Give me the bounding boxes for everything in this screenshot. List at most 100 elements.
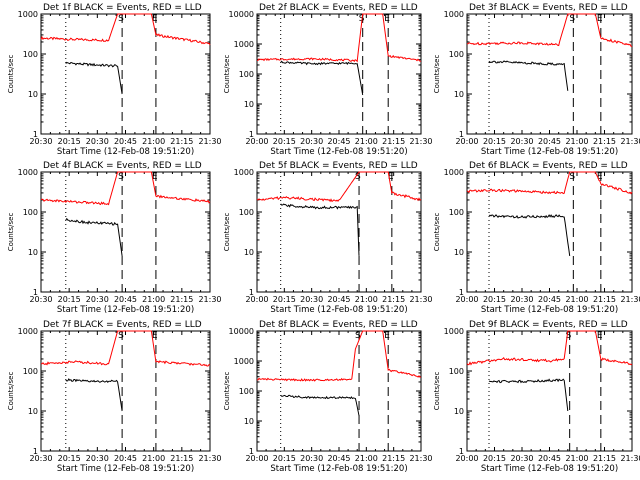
x-tick-label: 20:30 bbox=[29, 454, 52, 463]
x-tick-label: 20:00 bbox=[245, 454, 268, 463]
marker-label-e: E bbox=[388, 172, 394, 182]
chart-panel-5: Det 5f BLACK = Events, RED = LLD 1 10 100 10… bbox=[223, 161, 433, 315]
x-tick-label: 20:45 bbox=[327, 454, 350, 463]
y-tick-label: 1 bbox=[459, 130, 464, 139]
x-tick-label: 21:30 bbox=[409, 454, 432, 463]
y-axis-title: Counts/sec bbox=[223, 55, 231, 94]
marker-label-s: S bbox=[355, 331, 361, 341]
chart-panel-7: Det 7f BLACK = Events, RED = LLD 1 10 100 10… bbox=[7, 320, 222, 474]
x-axis-title: Start Time (12-Feb-08 19:51:20) bbox=[481, 305, 618, 315]
x-tick-label: 20:00 bbox=[455, 137, 478, 146]
chart-title: Det 1f BLACK = Events, RED = LLD bbox=[43, 3, 202, 13]
marker-label-e: E bbox=[152, 331, 158, 341]
chart-title: Det 2f BLACK = Events, RED = LLD bbox=[259, 3, 418, 13]
y-tick-label: 1000 bbox=[234, 168, 254, 177]
y-tick-label: 1000 bbox=[18, 327, 38, 336]
y-tick-label: 1 bbox=[33, 447, 38, 456]
marker-label-s: S bbox=[118, 172, 124, 182]
marker-label-s: S bbox=[569, 172, 575, 182]
plot-frame bbox=[466, 13, 633, 135]
y-tick-label: 100 bbox=[449, 50, 464, 59]
y-tick-label: 1000 bbox=[18, 10, 38, 19]
x-tick-label: 21:15 bbox=[382, 454, 405, 463]
x-tick-label: 21:30 bbox=[620, 454, 640, 463]
plot-frame bbox=[256, 171, 422, 293]
y-tick-label: 1000 bbox=[444, 168, 464, 177]
y-tick-label: 100 bbox=[239, 70, 254, 79]
marker-label-e: E bbox=[152, 172, 158, 182]
chart-title: Det 8f BLACK = Events, RED = LLD bbox=[259, 320, 418, 330]
x-tick-label: 20:45 bbox=[114, 454, 137, 463]
chart-title: Det 6f BLACK = Events, RED = LLD bbox=[469, 161, 628, 171]
chart-title: Det 5f BLACK = Events, RED = LLD bbox=[259, 161, 418, 171]
plot-frame bbox=[256, 330, 422, 452]
marker-label-s: S bbox=[355, 172, 361, 182]
y-tick-label: 100 bbox=[23, 50, 38, 59]
x-tick-label: 21:30 bbox=[620, 137, 640, 146]
marker-label-e: E bbox=[384, 331, 390, 341]
x-axis-title: Start Time (12-Feb-08 19:51:20) bbox=[481, 147, 618, 157]
x-tick-label: 20:45 bbox=[538, 454, 561, 463]
red-lld-series bbox=[40, 171, 211, 206]
marker-label-e: E bbox=[597, 172, 603, 182]
y-tick-label: 10 bbox=[454, 90, 464, 99]
x-tick-label: 20:30 bbox=[29, 137, 52, 146]
y-tick-label: 10 bbox=[454, 248, 464, 257]
red-lld-series bbox=[40, 330, 211, 367]
x-tick-label: 20:30 bbox=[86, 454, 109, 463]
x-tick-label: 20:30 bbox=[29, 295, 52, 304]
y-tick-label: 10 bbox=[28, 407, 38, 416]
chart-title: Det 4f BLACK = Events, RED = LLD bbox=[43, 161, 202, 171]
marker-label-e: E bbox=[384, 14, 390, 24]
x-tick-label: 20:15 bbox=[58, 295, 81, 304]
x-tick-label: 21:15 bbox=[593, 137, 616, 146]
x-tick-label: 21:15 bbox=[382, 137, 405, 146]
y-axis-title: Counts/sec bbox=[223, 213, 231, 252]
y-tick-label: 1000 bbox=[234, 40, 254, 49]
x-tick-label: 20:15 bbox=[58, 454, 81, 463]
x-tick-label: 21:00 bbox=[142, 454, 165, 463]
chart-title: Det 3f BLACK = Events, RED = LLD bbox=[469, 3, 628, 13]
y-tick-label: 10 bbox=[244, 417, 254, 426]
y-tick-label: 1000 bbox=[234, 357, 254, 366]
chart-title: Det 7f BLACK = Events, RED = LLD bbox=[43, 320, 202, 330]
chart-panel-8: Det 8f BLACK = Events, RED = LLD 1 10 100 10… bbox=[223, 320, 433, 474]
x-tick-label: 20:30 bbox=[86, 295, 109, 304]
y-tick-label: 1 bbox=[249, 288, 254, 297]
chart-title: Det 9f BLACK = Events, RED = LLD bbox=[469, 320, 628, 330]
x-tick-label: 21:15 bbox=[170, 295, 193, 304]
x-tick-label: 20:00 bbox=[455, 295, 478, 304]
red-lld-series bbox=[256, 171, 422, 203]
black-events-series bbox=[488, 378, 569, 412]
x-axis-title: Start Time (12-Feb-08 19:51:20) bbox=[57, 305, 194, 315]
x-tick-label: 20:15 bbox=[483, 454, 506, 463]
y-tick-label: 100 bbox=[449, 208, 464, 217]
black-events-series bbox=[65, 217, 123, 256]
x-tick-label: 21:30 bbox=[198, 295, 221, 304]
red-lld-series bbox=[40, 13, 211, 46]
y-tick-label: 10 bbox=[28, 90, 38, 99]
red-lld-series bbox=[257, 13, 422, 63]
y-tick-label: 10 bbox=[244, 100, 254, 109]
y-tick-label: 10 bbox=[454, 407, 464, 416]
x-tick-label: 20:45 bbox=[327, 137, 350, 146]
x-tick-label: 20:15 bbox=[273, 137, 296, 146]
y-axis-title: Counts/sec bbox=[223, 372, 231, 411]
marker-label-e: E bbox=[152, 14, 158, 24]
x-tick-label: 21:30 bbox=[198, 454, 221, 463]
y-tick-label: 100 bbox=[239, 387, 254, 396]
red-lld-series bbox=[467, 13, 633, 47]
plot-frame bbox=[466, 330, 633, 452]
y-tick-label: 1000 bbox=[444, 327, 464, 336]
y-tick-label: 1 bbox=[249, 447, 254, 456]
y-axis-title: Counts/sec bbox=[7, 55, 15, 94]
y-tick-label: 10000 bbox=[229, 10, 254, 19]
x-tick-label: 21:00 bbox=[565, 295, 588, 304]
y-tick-label: 1000 bbox=[444, 10, 464, 19]
x-tick-label: 21:00 bbox=[565, 137, 588, 146]
plot-frame bbox=[256, 13, 422, 135]
x-tick-label: 20:00 bbox=[245, 137, 268, 146]
x-tick-label: 20:30 bbox=[86, 137, 109, 146]
black-events-series bbox=[488, 214, 571, 256]
